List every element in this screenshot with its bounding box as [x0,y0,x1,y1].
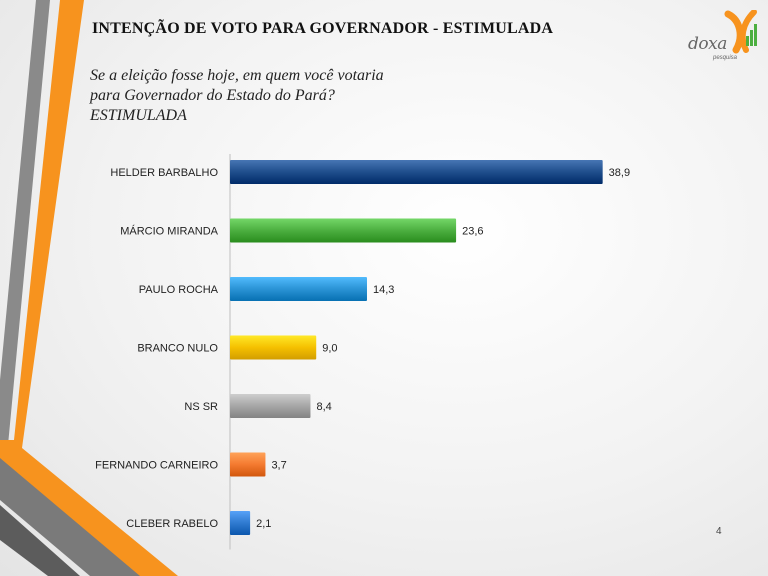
orange-stripe-bottom [0,448,178,576]
page-number: 4 [716,526,722,537]
bar-cleber-rabelo [230,511,251,535]
bar-marcio-miranda [230,218,457,243]
data-label: 8,4 [316,401,331,413]
category-label: BRANCO NULO [137,343,218,355]
category-label: NS SR [184,401,218,413]
logo-tagline: pesquisa [713,55,738,61]
data-label: 23,6 [462,226,483,238]
gray-stripe-bottom [0,458,140,576]
data-label: 38,9 [609,167,630,179]
dark-stripe-bottom [0,505,80,576]
logo-wordmark: Doxa [688,34,727,54]
category-label: FERNANDO CARNEIRO [95,460,218,472]
category-label: HELDER BARBALHO [110,167,218,179]
gray-stripe-left [0,0,50,445]
doxa-logo-icon [724,10,757,54]
bar-paulo-rocha [230,277,367,301]
bar-fernando-carneiro [230,452,266,477]
bar-helder-barbalho [230,160,603,184]
data-label: 2,1 [256,518,271,530]
data-label: 9,0 [322,343,337,355]
data-label: 14,3 [373,284,394,296]
category-label: CLEBER RABELO [126,518,218,530]
bar-branco-nulo [230,335,317,360]
data-label: 3,7 [271,460,286,472]
bar-ns-sr [230,394,311,418]
category-label: PAULO ROCHA [139,284,219,296]
orange-stripe-left [0,0,84,448]
slide-subtitle: Se a eleição fosse hoje, em quem você vo… [90,67,384,124]
category-label: MÁRCIO MIRANDA [120,225,218,238]
slide-title: INTENÇÃO DE VOTO PARA GOVERNADOR - ESTIM… [92,20,554,37]
